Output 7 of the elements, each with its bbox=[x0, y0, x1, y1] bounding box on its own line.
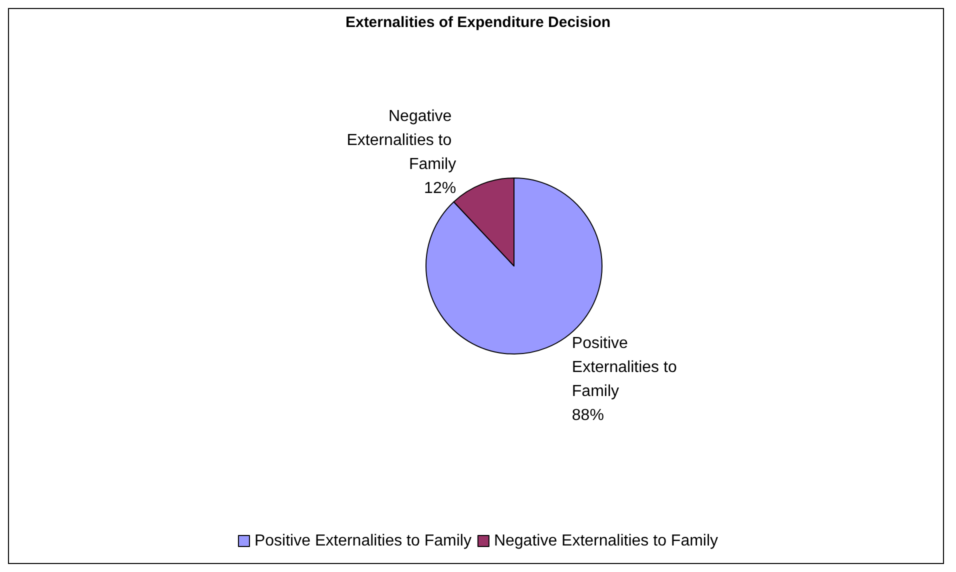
slice-label: Negative Externalities to Family bbox=[346, 108, 456, 174]
legend-label: Positive Externalities to Family bbox=[254, 532, 472, 550]
chart-title: Externalities of Expenditure Decision bbox=[345, 14, 611, 31]
data-label: 88% bbox=[572, 406, 604, 424]
slice-label: Positive Externalities to Family bbox=[572, 334, 682, 400]
data-label: 12% bbox=[424, 180, 456, 198]
legend-label: Negative Externalities to Family bbox=[494, 532, 718, 550]
